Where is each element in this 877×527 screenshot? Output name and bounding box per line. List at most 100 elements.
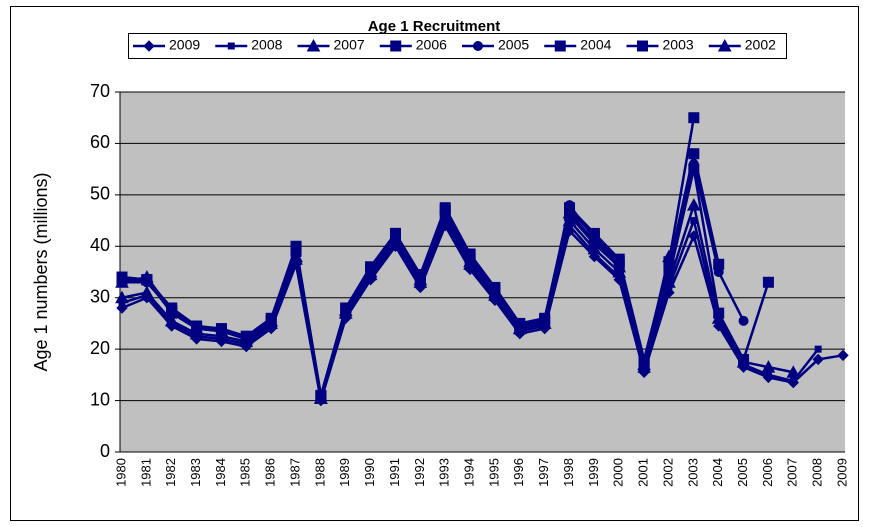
- marker: [289, 249, 303, 263]
- marker: [713, 258, 725, 270]
- y-tick-label: 30: [90, 286, 110, 306]
- legend-label: 2004: [580, 37, 611, 53]
- marker: [363, 264, 378, 278]
- marker: [463, 254, 477, 268]
- y-tick-label: 50: [90, 184, 110, 204]
- series-line: [121, 200, 794, 399]
- marker: [143, 40, 155, 52]
- marker: [764, 371, 772, 379]
- x-tick-label: 1986: [263, 458, 278, 487]
- x-tick-label: 1983: [188, 458, 203, 487]
- y-tick-label: 10: [90, 389, 110, 409]
- x-tick-label: 2009: [834, 458, 849, 487]
- x-tick-label: 1985: [238, 458, 253, 487]
- marker: [688, 112, 700, 124]
- marker: [214, 324, 229, 337]
- x-tick-label: 2001: [636, 458, 651, 487]
- x-tick-label: 1981: [138, 458, 153, 487]
- marker: [812, 353, 824, 366]
- marker: [390, 40, 402, 52]
- marker: [686, 198, 701, 211]
- marker: [314, 390, 328, 404]
- x-tick-label: 1992: [412, 458, 427, 487]
- y-tick-label: 40: [90, 235, 110, 255]
- marker: [717, 38, 732, 52]
- marker: [413, 272, 428, 286]
- marker: [473, 41, 483, 51]
- chart-title: Age 1 Recruitment: [368, 18, 501, 35]
- legend-label: 2005: [498, 37, 529, 53]
- y-tick-label: 70: [90, 81, 110, 101]
- x-tick-label: 1987: [287, 458, 302, 487]
- marker: [612, 259, 627, 273]
- marker: [488, 285, 502, 299]
- marker: [713, 307, 725, 319]
- x-tick-label: 2006: [760, 458, 775, 487]
- x-tick-label: 2003: [685, 458, 700, 487]
- x-tick-label: 1998: [561, 458, 576, 487]
- legend-label: 2008: [251, 37, 282, 53]
- x-tick-label: 2008: [810, 458, 825, 487]
- marker: [762, 276, 774, 288]
- x-tick-label: 2004: [710, 458, 725, 487]
- marker: [306, 38, 321, 52]
- marker: [688, 148, 700, 160]
- x-tick-label: 1982: [163, 458, 178, 487]
- x-tick-label: 1988: [312, 458, 327, 487]
- marker: [738, 353, 750, 365]
- marker: [738, 315, 749, 326]
- marker: [814, 345, 822, 353]
- marker: [115, 290, 129, 304]
- x-tick-label: 1995: [486, 458, 501, 487]
- x-tick-label: 1980: [113, 458, 128, 487]
- marker: [587, 234, 602, 247]
- x-tick-label: 2007: [785, 458, 800, 487]
- marker: [761, 360, 776, 373]
- legend-label: 2009: [169, 37, 200, 53]
- x-tick-label: 2005: [735, 458, 750, 487]
- x-tick-label: 1990: [362, 458, 377, 487]
- marker: [789, 377, 797, 385]
- marker: [164, 303, 179, 317]
- x-tick-label: 1993: [437, 458, 452, 487]
- x-tick-label: 1994: [462, 458, 477, 487]
- x-tick-label: 1991: [387, 458, 402, 487]
- x-tick-label: 1996: [511, 458, 526, 487]
- marker: [662, 249, 676, 263]
- legend-label: 2007: [334, 37, 365, 53]
- marker: [637, 357, 651, 371]
- marker: [140, 285, 154, 299]
- marker: [837, 349, 849, 362]
- marker: [115, 275, 129, 288]
- marker: [227, 42, 235, 50]
- marker: [562, 205, 577, 219]
- marker: [140, 270, 154, 283]
- y-tick-label: 60: [90, 132, 110, 152]
- y-tick-label: 0: [100, 441, 110, 461]
- marker: [512, 321, 527, 335]
- marker: [388, 231, 403, 245]
- x-tick-label: 1997: [536, 458, 551, 487]
- legend-label: 2006: [416, 37, 447, 53]
- marker: [554, 40, 566, 52]
- x-tick-label: 1984: [213, 458, 228, 487]
- marker: [164, 313, 179, 327]
- marker: [239, 331, 254, 345]
- legend-label: 2002: [745, 37, 776, 53]
- marker: [338, 303, 353, 317]
- marker: [189, 321, 204, 335]
- marker: [438, 210, 453, 224]
- x-tick-label: 2002: [660, 458, 675, 487]
- x-tick-label: 1999: [586, 458, 601, 487]
- legend-label: 2003: [663, 37, 694, 53]
- marker: [786, 365, 801, 378]
- y-axis-label: Age 1 numbers (millions): [31, 172, 51, 371]
- x-tick-label: 1989: [337, 458, 352, 487]
- marker: [264, 313, 279, 327]
- marker: [537, 316, 552, 329]
- x-tick-label: 2000: [611, 458, 626, 487]
- y-tick-label: 20: [90, 338, 110, 358]
- marker: [637, 40, 648, 52]
